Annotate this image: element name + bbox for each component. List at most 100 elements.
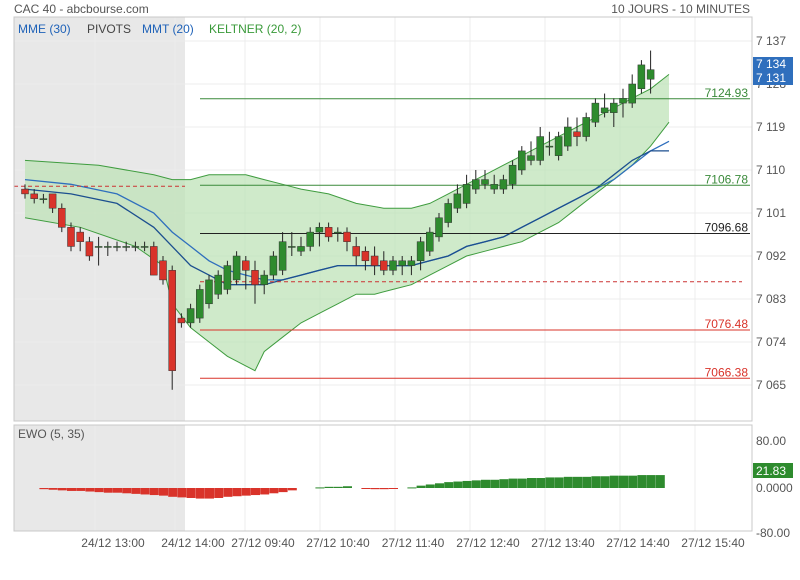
ewo-bar [517,478,527,488]
ewo-bar [545,477,555,488]
ewo-bar [499,479,509,488]
level-label: 7076.48 [705,317,749,331]
ewo-bar [343,486,352,488]
ewo-bar [122,488,132,494]
candle-body [380,260,388,271]
y-tick-label: 7 074 [756,335,786,349]
candle-body [481,179,489,185]
legend-pivots[interactable]: PIVOTS [87,22,132,36]
ewo-bar [186,488,196,498]
keltner-lower-line [24,121,670,372]
candle-body [288,246,296,248]
ewo-bar [490,479,500,488]
candle-body [628,83,636,104]
ewo-bar [379,488,389,490]
ewo-bar [425,484,435,488]
ewo-title: EWO (5, 35) [18,427,85,441]
ewo-bar [637,475,647,488]
ewo-bar [591,476,601,488]
candle-body [324,227,333,238]
ewo-bar [389,488,398,489]
level-label: 7096.68 [705,221,749,235]
ewo-bar [508,478,518,488]
candle-body [370,255,379,266]
ewo-bar [416,485,426,488]
candle-body [490,184,498,190]
candle-body [600,107,609,113]
candle-body [315,227,324,233]
candle-body [352,246,360,257]
ewo-bar [481,479,490,488]
candle-body [416,241,425,262]
candle-body [269,255,278,276]
level-label: 7106.78 [705,172,749,186]
legend-keltner[interactable]: KELTNER (20, 2) [209,22,302,36]
ewo-panel-frame [13,424,753,532]
ewo-current-tag [753,463,793,478]
candle-body [104,246,112,248]
candle-body [554,136,563,156]
ewo-bar [287,488,297,491]
ewo-bar [582,476,592,488]
ewo-bar [67,488,76,491]
candle-body [94,246,103,248]
candle-body [398,260,406,266]
ewo-bar [471,480,481,488]
candle-body [30,193,38,199]
ewo-bar [232,488,242,497]
ewo-bar [462,480,472,488]
candle-body [113,246,121,248]
current-price-tag [753,57,793,71]
y-tick-label: 7 065 [756,378,786,392]
x-tick-label: 27/12 15:40 [681,536,745,550]
candle-body [426,231,434,252]
ewo-y-tick-label: 80.00 [756,434,786,448]
main-panel-frame [13,16,753,422]
candle-body [499,179,508,190]
session-shade-24-12-ewo [14,425,185,531]
ewo-bar [195,488,205,499]
candle-body [297,246,305,252]
y-tick-label: 7 083 [756,292,786,306]
ewo-bar [554,477,564,488]
ewo-bar [361,488,371,489]
candle-body [646,69,655,80]
candle-body [232,255,241,281]
candle-body [223,265,232,290]
ewo-bar [103,488,113,493]
level-label: 7124.93 [705,86,749,100]
candle-body [251,270,259,285]
ewo-bar [407,487,417,489]
candle-body [610,102,618,113]
candle-body [637,64,646,90]
candle-body [48,193,57,209]
legend-mmt[interactable]: MMT (20) [142,22,194,36]
ewo-y-tick-label: 0.0000 [756,481,793,495]
x-tick-label: 27/12 10:40 [306,536,370,550]
candle-body [573,131,581,137]
candle-body [389,260,397,271]
x-tick-label: 27/12 09:40 [231,536,295,550]
ewo-bar [536,478,546,488]
candle-body [536,136,544,161]
ewo-bar [140,488,150,495]
ewo-bar [444,482,454,488]
legend-mme[interactable]: MME (30) [18,22,71,36]
candle-body [177,317,186,324]
ewo-bar [619,475,628,488]
ewo-bar [168,488,178,497]
ewo-bar [57,488,67,491]
y-tick-label: 7 119 [756,120,785,134]
ewo-bar [251,488,260,496]
candle-body [591,102,600,123]
ewo-bar [563,476,573,488]
candle-body [462,184,471,204]
ewo-bar [435,483,444,488]
candle-body [21,188,29,195]
ewo-y-tick-label: -80.00 [756,526,790,540]
candle-body [242,260,250,271]
candle-body [85,241,94,257]
candle-body [334,231,342,234]
